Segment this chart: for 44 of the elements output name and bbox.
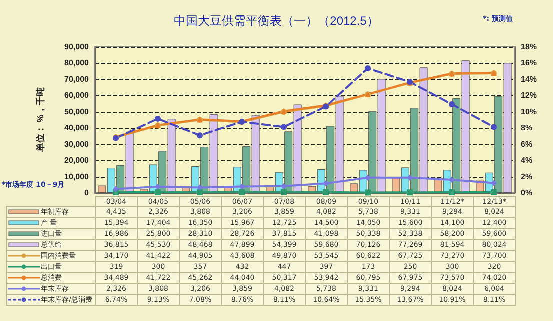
y-tick-label: 60,000 (64, 91, 90, 100)
y-tick-label: 30,000 (64, 140, 90, 149)
point (449, 190, 455, 196)
y-tick-label: 0 (84, 188, 90, 198)
y-tick-label: 70,000 (64, 74, 90, 84)
point (197, 132, 203, 139)
y2-tick-label: 16% (521, 58, 538, 68)
y2-tick-label: 10% (521, 107, 538, 116)
y2-tick-label: 6% (521, 140, 533, 149)
y2-tick-label: 0% (521, 188, 533, 198)
y2-tick-label: 8% (521, 124, 533, 133)
y-tick-label: 90,000 (64, 42, 90, 52)
y2-tick-label: 12% (521, 91, 538, 100)
point (491, 124, 497, 130)
point (323, 189, 329, 196)
y-axis-title: 单位： %，千吨 (36, 88, 46, 154)
y2-tick-label: 2% (521, 172, 533, 182)
point (239, 189, 245, 196)
point (281, 124, 287, 130)
y-tick-label: 80,000 (64, 58, 90, 68)
point (491, 180, 497, 186)
chart-title: 中国大豆供需平衡表（一）（2012.5） (174, 14, 379, 28)
point (491, 189, 497, 196)
point (155, 116, 161, 122)
point (365, 174, 371, 181)
y-tick-label: 40,000 (64, 124, 90, 133)
y2-tick-label: 18% (521, 42, 538, 52)
y2-tick-label: 4% (521, 156, 533, 166)
point (155, 190, 161, 196)
point (365, 190, 371, 196)
point (449, 102, 455, 108)
point (407, 190, 413, 196)
point (197, 184, 203, 191)
point (197, 189, 203, 196)
y-tick-label: 20,000 (64, 156, 90, 166)
point (281, 183, 287, 190)
point (365, 65, 371, 72)
y-tick-label: 50,000 (64, 107, 90, 116)
y-tick-label: 10,000 (64, 172, 90, 182)
y2-tick-label: 14% (521, 74, 538, 84)
point (113, 186, 119, 192)
point (281, 189, 287, 196)
point (323, 180, 329, 187)
point (449, 176, 455, 183)
